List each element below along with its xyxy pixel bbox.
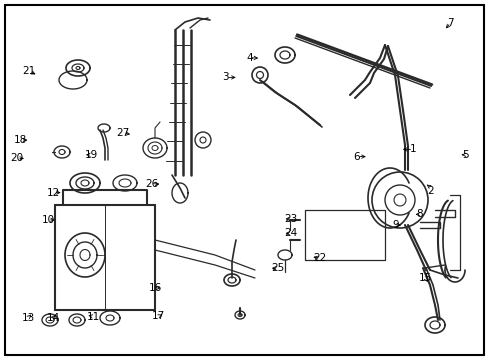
Text: 24: 24 bbox=[284, 228, 297, 238]
Text: 6: 6 bbox=[353, 152, 360, 162]
Text: 1: 1 bbox=[409, 144, 416, 154]
Text: 15: 15 bbox=[418, 273, 431, 283]
Text: 26: 26 bbox=[144, 179, 158, 189]
Text: 12: 12 bbox=[47, 188, 61, 198]
Text: 5: 5 bbox=[461, 150, 468, 160]
Text: 17: 17 bbox=[152, 311, 165, 321]
Text: 10: 10 bbox=[41, 215, 54, 225]
Text: 19: 19 bbox=[85, 150, 99, 160]
Text: 25: 25 bbox=[270, 263, 284, 273]
Text: 2: 2 bbox=[426, 186, 433, 196]
Text: 8: 8 bbox=[415, 209, 422, 219]
Text: 27: 27 bbox=[116, 128, 130, 138]
Text: 4: 4 bbox=[245, 53, 252, 63]
Text: 14: 14 bbox=[47, 312, 61, 323]
Text: 3: 3 bbox=[222, 72, 229, 82]
Text: 22: 22 bbox=[313, 253, 326, 264]
Text: 11: 11 bbox=[87, 312, 101, 322]
Text: 13: 13 bbox=[21, 312, 35, 323]
Text: 21: 21 bbox=[22, 66, 36, 76]
Text: 16: 16 bbox=[148, 283, 162, 293]
Text: 20: 20 bbox=[11, 153, 23, 163]
Text: 18: 18 bbox=[14, 135, 27, 145]
Text: 7: 7 bbox=[447, 18, 453, 28]
Text: 9: 9 bbox=[392, 220, 399, 230]
Text: 23: 23 bbox=[284, 214, 297, 224]
